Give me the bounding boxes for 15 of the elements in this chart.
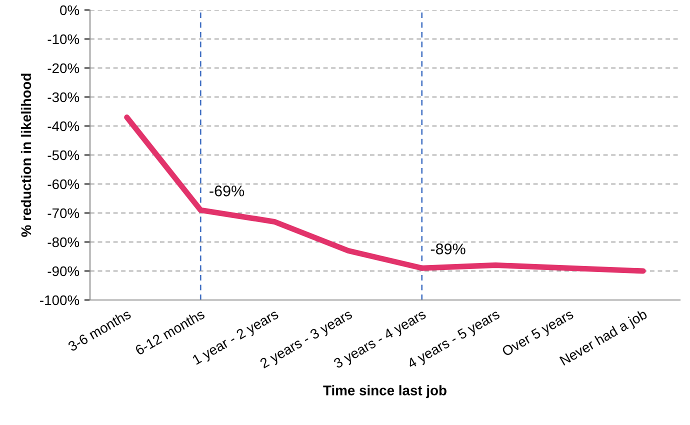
y-tick-label: -10% [48,34,80,44]
y-axis-title: % reduction in likelihood [20,74,32,237]
y-tick-label: -90% [48,266,80,276]
y-tick-label: -40% [48,121,80,132]
y-tick-label: -30% [48,92,80,102]
y-tick-label: -50% [48,150,80,160]
y-tick-label: -70% [48,208,80,218]
y-tick-label: -80% [48,237,80,248]
y-tick-label: -100% [40,295,80,306]
x-axis-title: Time since last job [323,385,446,398]
annotation: -89% [430,244,466,254]
y-tick-label: -20% [48,63,80,74]
annotation: -69% [210,186,244,196]
y-tick-label: 0% [60,5,80,16]
y-tick-label: -60% [48,179,80,190]
